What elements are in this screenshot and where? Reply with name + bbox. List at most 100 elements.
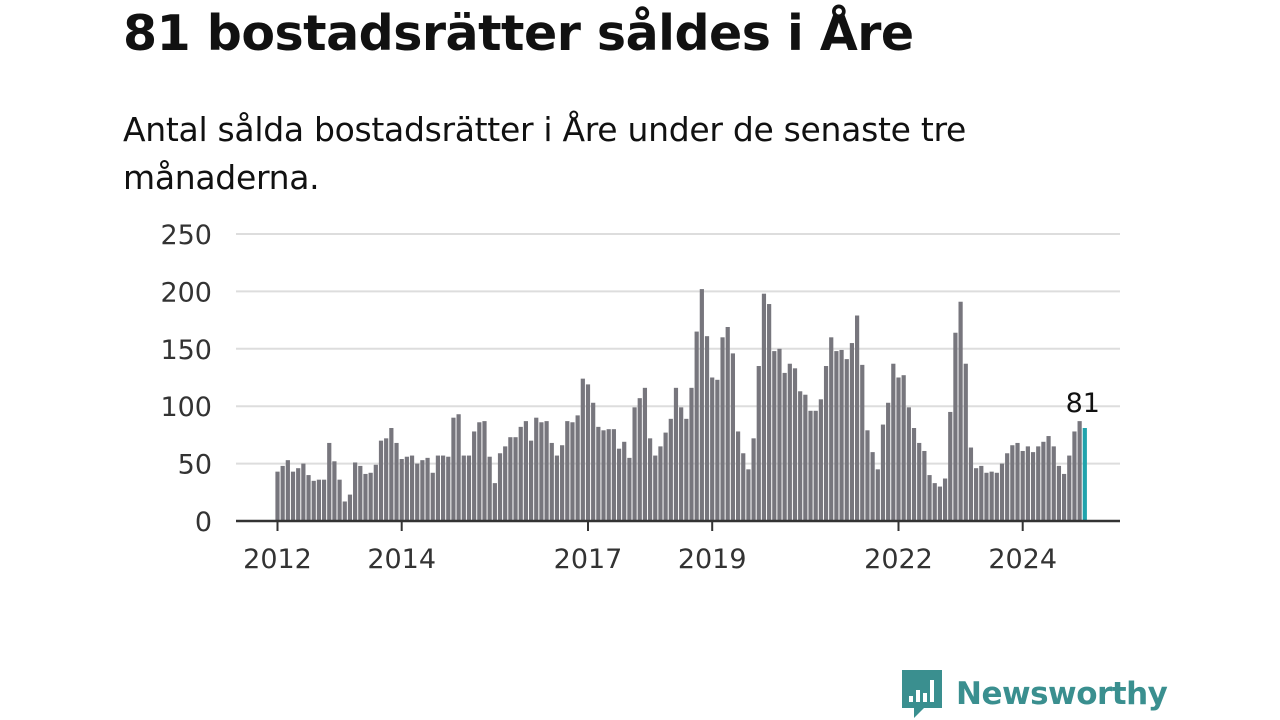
x-tick-label: 2012 — [243, 544, 312, 575]
bar — [741, 453, 746, 521]
bar — [441, 455, 446, 521]
bar — [394, 442, 399, 521]
y-tick-label: 150 — [160, 335, 212, 366]
x-tick-label: 2017 — [554, 544, 623, 575]
bar — [430, 472, 435, 521]
bar — [534, 417, 539, 521]
bar — [296, 468, 301, 521]
bar — [1072, 431, 1077, 521]
bar — [896, 377, 901, 521]
bar — [378, 440, 384, 521]
bar — [513, 437, 518, 521]
bar — [585, 384, 591, 521]
bar — [456, 414, 461, 521]
bar — [554, 455, 560, 521]
bar — [508, 437, 513, 521]
y-tick-label: 50 — [178, 450, 212, 481]
bar — [601, 430, 606, 521]
bar — [663, 432, 668, 521]
bar — [886, 402, 891, 521]
brand-name: Newsworthy — [956, 676, 1168, 712]
bars — [275, 289, 1087, 521]
bar — [560, 445, 565, 521]
bar — [829, 337, 834, 521]
bar — [575, 415, 580, 521]
bar — [528, 440, 534, 521]
bar — [347, 494, 353, 521]
bar — [984, 472, 989, 521]
y-tick-label: 0 — [195, 507, 212, 538]
bar — [616, 448, 622, 521]
bar — [311, 480, 316, 521]
bar — [963, 363, 968, 521]
bar — [772, 351, 777, 521]
bar — [275, 471, 280, 521]
bar — [689, 387, 694, 521]
bar — [1051, 446, 1056, 521]
bar — [637, 398, 642, 521]
bar — [642, 387, 648, 521]
bar — [1020, 450, 1025, 521]
bar — [358, 465, 363, 521]
bar — [425, 457, 430, 521]
bar — [1077, 421, 1082, 521]
bar — [720, 337, 725, 521]
bar — [942, 478, 948, 521]
bar — [1015, 442, 1020, 521]
bar — [932, 483, 937, 521]
bar — [834, 351, 839, 521]
bar — [1062, 473, 1067, 521]
bar — [968, 447, 974, 521]
bar — [301, 463, 306, 521]
bar — [673, 387, 679, 521]
bar — [880, 424, 886, 521]
bar — [492, 483, 497, 521]
bar — [730, 353, 735, 521]
bar — [922, 450, 927, 521]
bar — [316, 479, 321, 521]
bar — [725, 326, 730, 521]
bar — [844, 359, 849, 521]
bar — [860, 364, 865, 521]
bar — [332, 461, 337, 521]
bar — [435, 455, 441, 521]
bar — [611, 429, 616, 521]
bar — [306, 475, 311, 521]
bar — [953, 332, 958, 521]
bar — [1036, 446, 1041, 521]
bar — [668, 418, 673, 521]
newsworthy-logo-icon — [902, 670, 942, 718]
chart-title: 81 bostadsrätter såldes i Åre — [123, 5, 914, 62]
bar — [409, 455, 415, 521]
bar — [870, 452, 875, 521]
bar — [694, 331, 699, 521]
bar — [648, 438, 653, 521]
bar — [989, 471, 994, 521]
bar — [699, 289, 704, 521]
bar — [958, 301, 963, 521]
bar — [684, 418, 689, 521]
bar — [782, 372, 787, 521]
bar — [321, 479, 327, 521]
bar — [523, 421, 528, 521]
bar — [477, 422, 482, 521]
bar — [327, 442, 332, 521]
bar — [353, 462, 358, 521]
bar — [1025, 446, 1030, 521]
bar — [280, 465, 285, 521]
bar — [497, 453, 503, 521]
bar — [855, 315, 860, 521]
x-tick-label: 2022 — [864, 544, 933, 575]
y-tick-label: 250 — [160, 220, 212, 251]
bar — [487, 456, 492, 521]
bar — [466, 455, 472, 521]
bar — [591, 402, 596, 521]
latest-value-label: 81 — [1066, 388, 1100, 419]
bar — [368, 472, 373, 521]
axes: 0 50 100 150 200 250 81 2012 2014 2017 2019 2022 202… — [160, 220, 1120, 575]
bar — [901, 375, 906, 521]
bar — [482, 421, 487, 521]
bar — [342, 501, 347, 521]
bar — [756, 366, 761, 521]
bar — [518, 426, 523, 521]
